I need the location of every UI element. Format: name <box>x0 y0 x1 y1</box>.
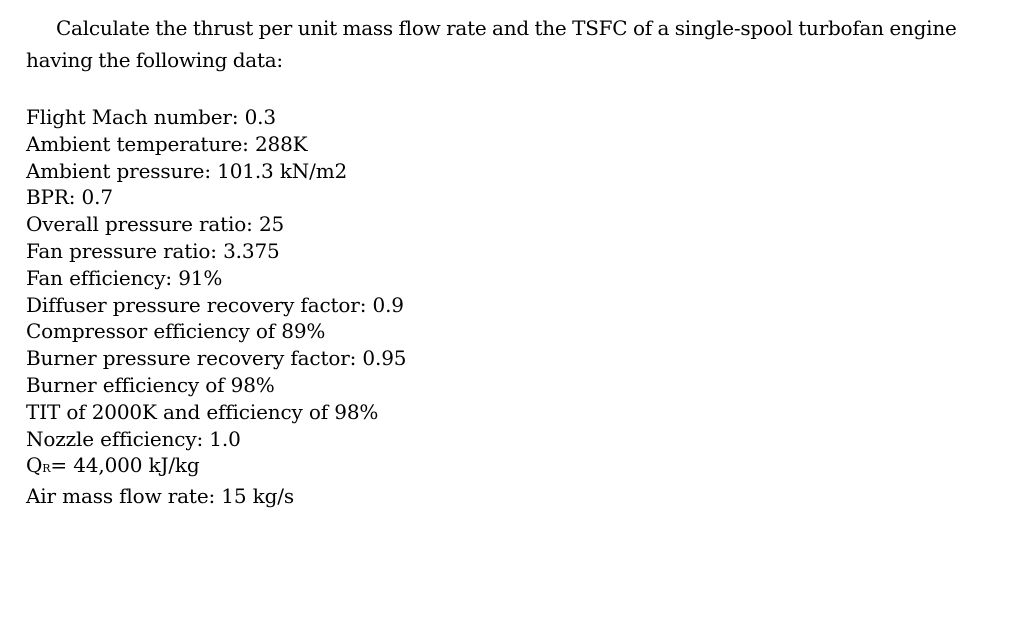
data-item-burner-recovery: Burner pressure recovery factor: 0.95 <box>26 346 407 371</box>
data-item-bpr: BPR: 0.7 <box>26 185 113 210</box>
problem-statement: Calculate the thrust per unit mass flow … <box>26 16 957 72</box>
data-item-ambient-pressure: Ambient pressure: 101.3 kN/m2 <box>26 158 348 183</box>
given-data-list: Flight Mach number: 0.3 Ambient temperat… <box>26 104 407 510</box>
data-item-air-mass-flow: Air mass flow rate: 15 kg/s <box>26 484 294 509</box>
data-item-burner-efficiency: Burner efficiency of 98% <box>26 372 275 397</box>
heating-value-amount: = 44,000 kJ/kg <box>50 453 200 478</box>
data-item-flight-mach: Flight Mach number: 0.3 <box>26 105 276 129</box>
heating-value-subscript: R <box>42 462 51 476</box>
data-item-nozzle-efficiency: Nozzle efficiency: 1.0 <box>26 426 241 451</box>
data-item-fan-efficiency: Fan efficiency: 91% <box>26 265 223 290</box>
data-item-overall-pressure-ratio: Overall pressure ratio: 25 <box>26 212 285 237</box>
data-item-ambient-temperature: Ambient temperature: 288K <box>26 131 308 156</box>
data-item-tit: TIT of 2000K and efficiency of 98% <box>26 399 379 424</box>
heating-value-symbol: Q <box>26 453 43 478</box>
data-item-diffuser-recovery: Diffuser pressure recovery factor: 0.9 <box>26 292 404 317</box>
data-item-compressor-efficiency: Compressor efficiency of 89% <box>26 319 326 344</box>
data-item-fan-pressure-ratio: Fan pressure ratio: 3.375 <box>26 238 280 263</box>
data-item-heating-value: QR= 44,000 kJ/kg <box>26 452 406 483</box>
